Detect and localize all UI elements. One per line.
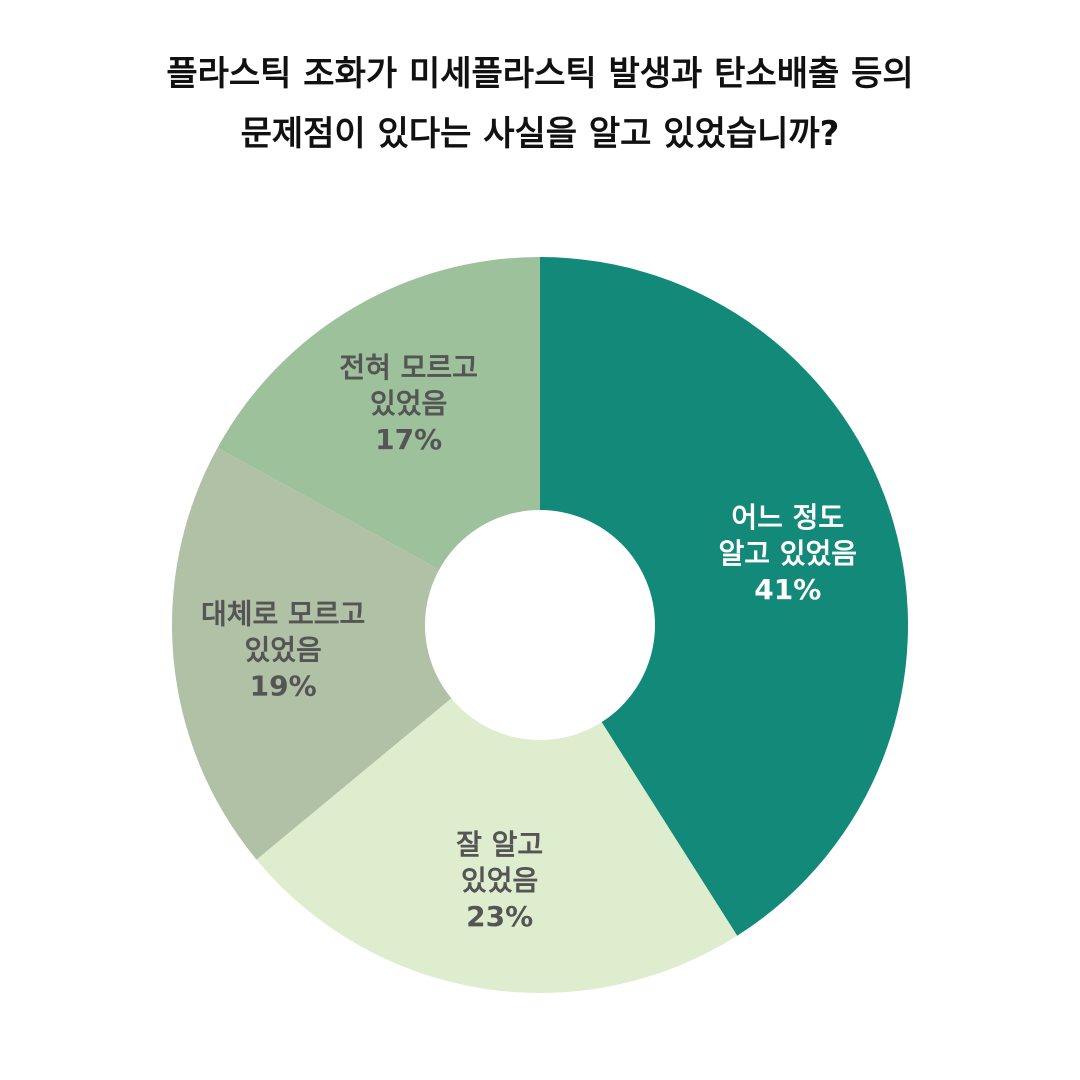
slice-value-label-2: 23%: [466, 900, 533, 933]
pie-slice-1: [540, 257, 909, 936]
slice-category-label-2: 잘 알고: [456, 828, 543, 861]
slice-labels: 어느 정도 알고 있었음 41%잘 알고 있었음 23%대체로 모르고 있었음 19%전혀 …: [201, 351, 857, 933]
donut-slices: [171, 257, 909, 993]
chart-title-line-1: 플라스틱 조화가 미세플라스틱 발생과 탄소배출 등의: [166, 54, 914, 94]
slice-category-label-1: 어느 정도: [731, 501, 844, 534]
slice-value-label-4: 17%: [375, 423, 442, 456]
slice-value-label-3: 19%: [250, 669, 317, 702]
slice-category-label-4: 있었음: [370, 387, 447, 420]
slice-label-3: 대체로 모르고 있었음 19%: [201, 597, 365, 702]
slice-category-label-3: 대체로 모르고: [201, 597, 365, 630]
donut-hole: [425, 510, 655, 740]
pie-slice-2: [256, 625, 738, 993]
slice-category-label-1: 알고 있었음: [718, 537, 857, 570]
chart-title: 플라스틱 조화가 미세플라스틱 발생과 탄소배출 등의 문제점이 있다는 사실을…: [0, 44, 1080, 164]
slice-category-label-4: 전혀 모르고: [339, 351, 478, 384]
chart-title-line-2: 문제점이 있다는 사실을 알고 있었습니까?: [240, 114, 840, 154]
slice-label-4: 전혀 모르고 있었음 17%: [339, 351, 478, 456]
slice-value-label-1: 41%: [754, 573, 821, 606]
pie-slice-4: [217, 257, 540, 625]
slice-label-1: 어느 정도 알고 있었음 41%: [718, 501, 857, 606]
slice-label-2: 잘 알고 있었음 23%: [456, 828, 543, 933]
pie-slice-3: [171, 447, 540, 860]
slice-category-label-3: 있었음: [245, 633, 322, 666]
slice-category-label-2: 있었음: [461, 864, 538, 897]
